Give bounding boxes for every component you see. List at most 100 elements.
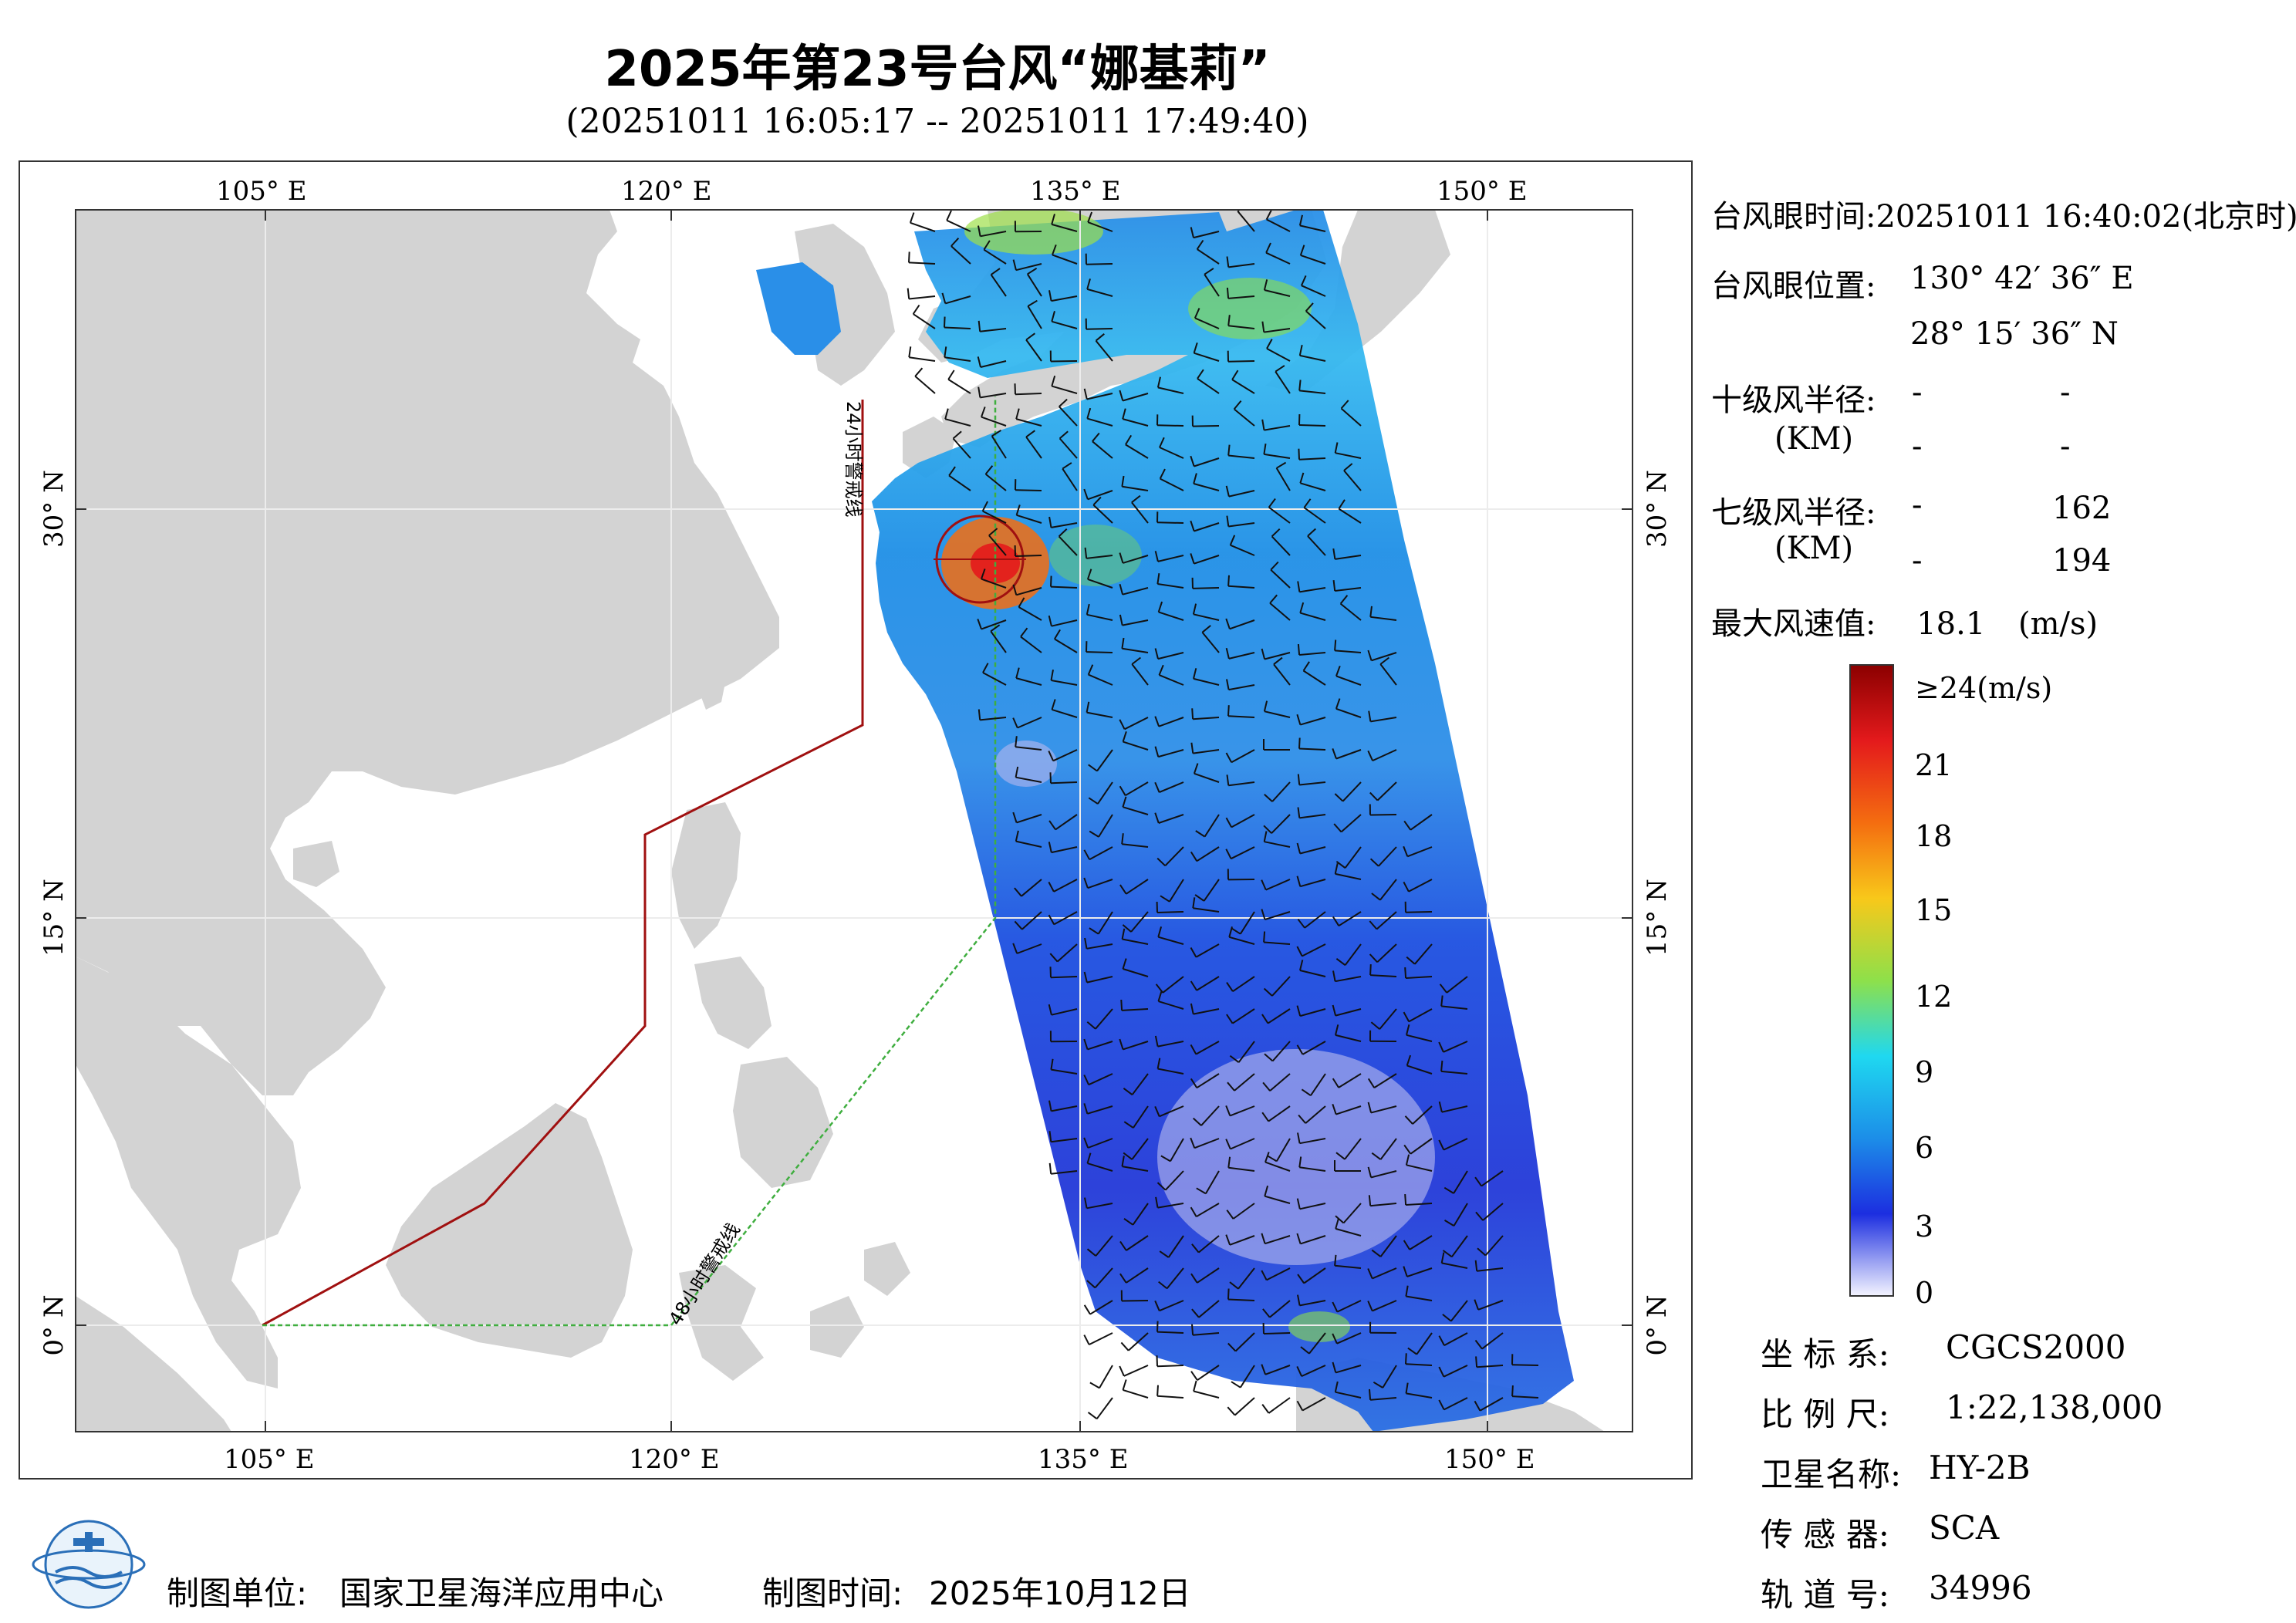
- wind-barb: [1228, 781, 1255, 787]
- wind-barb: [1303, 1267, 1326, 1284]
- wind-barb: [1378, 846, 1397, 867]
- wind-barb: [1051, 846, 1078, 854]
- wind-barb-feather: [1440, 1060, 1443, 1071]
- wind-barb-feather: [1264, 1152, 1270, 1162]
- wind-barb-feather: [1474, 1176, 1483, 1187]
- wind-barb: [1379, 1235, 1397, 1257]
- wind-barb: [948, 474, 971, 491]
- wind-barb: [1122, 938, 1149, 945]
- wind-barb-feather: [1194, 308, 1200, 319]
- wind-barb-feather: [1263, 987, 1273, 997]
- wind-barb: [1481, 1170, 1504, 1187]
- wind-barb: [1376, 943, 1397, 963]
- wind-barb: [1298, 747, 1326, 751]
- wind-barb-feather: [1015, 408, 1020, 420]
- wind-barb-feather: [1201, 625, 1211, 633]
- wind-barb: [1342, 781, 1362, 802]
- max-wind-label: 最大风速值:: [1711, 606, 1876, 642]
- wind-barb-feather: [1297, 774, 1301, 785]
- wind-barb: [1450, 1235, 1468, 1257]
- wind-barb: [1379, 879, 1397, 901]
- wind-barb-feather: [1229, 1054, 1240, 1063]
- wind-barb: [1016, 943, 1042, 954]
- wind-barb: [1271, 814, 1291, 834]
- wind-barb: [1302, 1397, 1326, 1412]
- wind-barb-feather: [1229, 1281, 1239, 1290]
- wind-barb-feather: [1048, 914, 1055, 925]
- wind-barb: [1087, 1041, 1113, 1051]
- wind-barb-feather: [1092, 496, 1102, 506]
- wind-barb-feather: [1089, 927, 1099, 935]
- wind-barb: [1443, 1332, 1468, 1346]
- wind-barb: [1020, 636, 1042, 653]
- wind-barb: [1051, 1170, 1078, 1175]
- wind-barb: [1158, 1000, 1184, 1010]
- wind-barb-feather: [1227, 1156, 1231, 1168]
- wind-barb-feather: [1190, 980, 1197, 991]
- wind-barb: [1122, 587, 1149, 596]
- wind-barb: [1086, 943, 1113, 950]
- wind-barb-feather: [1297, 919, 1305, 929]
- wind-barb-feather: [1014, 383, 1016, 395]
- wind-barb-feather: [1191, 1243, 1200, 1254]
- colorbar-label-0: 0: [1915, 1276, 1934, 1310]
- wind-barb: [1441, 1005, 1468, 1010]
- wind-barb: [1086, 1203, 1113, 1210]
- wind-barb: [950, 245, 971, 265]
- wind-barb-feather: [1367, 650, 1373, 661]
- r10-value-3: -: [1912, 429, 1923, 464]
- wind-barb-feather: [1343, 463, 1353, 471]
- wind-barb: [1299, 1166, 1326, 1172]
- wind-barb: [1264, 1365, 1291, 1375]
- wind-barb: [1095, 340, 1113, 362]
- wind-barb: [1453, 1203, 1468, 1227]
- wind-barb: [1052, 708, 1078, 718]
- wind-barb-feather: [1475, 1211, 1484, 1221]
- wind-barb-feather: [1263, 279, 1268, 291]
- wind-barb: [1335, 1391, 1362, 1399]
- wind-barb-feather: [1193, 342, 1198, 353]
- wind-barb-feather: [1226, 679, 1230, 690]
- wind-barb: [1266, 1267, 1291, 1281]
- wind-barb: [981, 416, 1007, 427]
- wind-barb: [1512, 1395, 1539, 1399]
- wind-barb-feather: [1226, 287, 1230, 299]
- wind-barb-feather: [1083, 1103, 1089, 1115]
- map-frame: [19, 160, 1693, 1480]
- wind-barb-feather: [1192, 897, 1196, 909]
- wind-barb-feather: [1193, 763, 1199, 774]
- wind-barb-feather: [1191, 1308, 1200, 1318]
- wind-barb: [1406, 1392, 1433, 1399]
- wind-barb: [1197, 1365, 1220, 1382]
- wind-barb: [1089, 1300, 1113, 1315]
- wind-barb: [1335, 452, 1362, 459]
- wind-barb-feather: [1369, 791, 1379, 801]
- wind-barb: [1088, 1073, 1113, 1086]
- wind-barb-feather: [1332, 748, 1337, 759]
- wind-barb-feather: [1403, 1240, 1410, 1250]
- wind-barb-feather: [1335, 1152, 1346, 1160]
- wind-barb-feather: [1474, 1400, 1481, 1412]
- wind-barb: [1059, 406, 1078, 427]
- wind-barb: [1370, 1170, 1397, 1179]
- wind-barb-feather: [1158, 1281, 1168, 1290]
- wind-barb-feather: [1088, 764, 1098, 772]
- wind-barb: [1098, 814, 1113, 838]
- wind-barb-feather: [1195, 830, 1206, 838]
- wind-barb: [1125, 781, 1149, 797]
- warning-line-24h-label: 24小时警戒线: [842, 401, 864, 518]
- produced-time-label: 制图时间:: [762, 1574, 903, 1612]
- wind-barb: [1123, 806, 1149, 815]
- wind-barb-feather: [1406, 1054, 1412, 1066]
- wind-barb: [1205, 1170, 1220, 1194]
- wind-barb-feather: [1122, 408, 1126, 420]
- wind-barb-feather: [1228, 926, 1233, 938]
- wind-barb-feather: [1298, 214, 1303, 226]
- wind-barb: [1234, 1332, 1255, 1352]
- wind-barb: [1158, 717, 1184, 727]
- wind-barb: [1299, 1300, 1326, 1307]
- wind-barb: [1196, 976, 1220, 991]
- wind-barb-feather: [1020, 627, 1028, 638]
- wind-barb-feather: [1015, 736, 1018, 747]
- wind-barb: [1193, 483, 1220, 491]
